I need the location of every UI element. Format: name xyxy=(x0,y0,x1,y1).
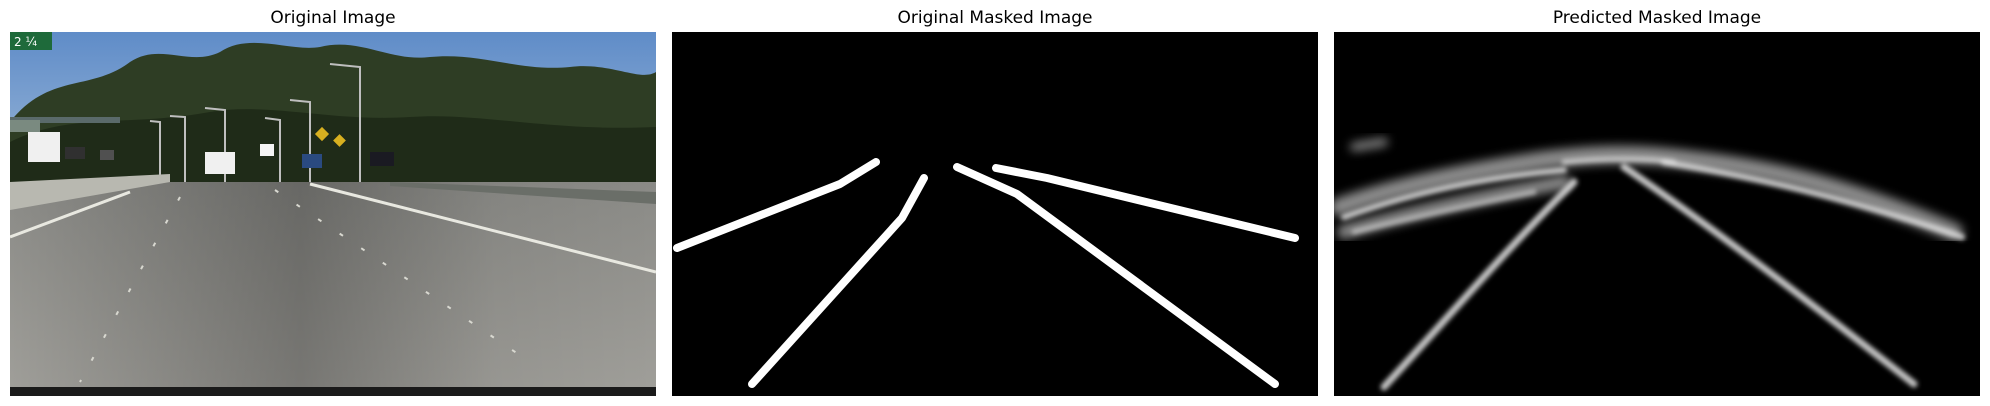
lane-line-3 xyxy=(953,163,1279,388)
pred-lane-1 xyxy=(1380,178,1578,391)
pred-lane-2 xyxy=(1620,163,1918,388)
lane-line-4 xyxy=(992,164,1299,242)
sign-text: 2 ¼ xyxy=(14,35,37,49)
original-image: 2 ¼ xyxy=(10,32,656,396)
lane-line-2 xyxy=(748,174,928,388)
highway-sign xyxy=(10,32,52,50)
title-predicted-masked-image: Predicted Masked Image xyxy=(1552,8,1762,28)
title-original-masked-image: Original Masked Image xyxy=(897,8,1093,28)
pred-lane-3 xyxy=(1341,167,1567,220)
predicted-masked-image xyxy=(1334,32,1980,396)
lane-line-1 xyxy=(673,158,880,252)
pred-lane-4 xyxy=(1661,159,1965,240)
original-masked-image xyxy=(672,32,1318,396)
title-original-image: Original Image xyxy=(270,8,396,28)
